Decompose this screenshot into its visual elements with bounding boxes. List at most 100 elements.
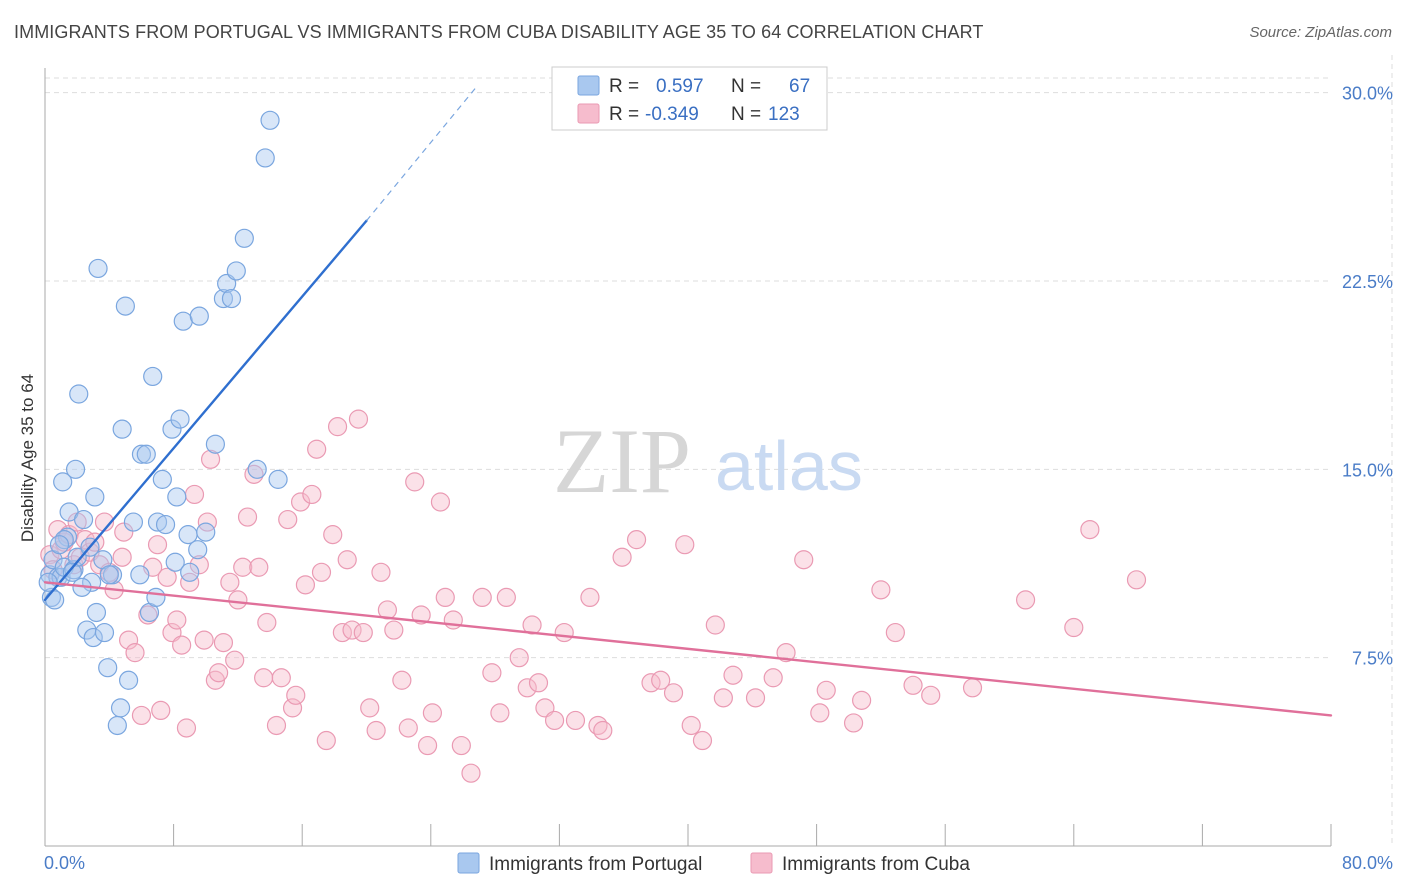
portugal-point-56 [234, 228, 254, 248]
legend-n-value-cuba: 123 [768, 104, 800, 125]
cuba-point-49 [271, 668, 291, 688]
chart-title: IMMIGRANTS FROM PORTUGAL VS IMMIGRANTS F… [14, 22, 984, 42]
cuba-point-62 [337, 550, 357, 570]
cuba-point-82 [472, 587, 492, 608]
cuba-point-52 [286, 685, 306, 705]
cuba-point-124 [1126, 570, 1147, 590]
cuba-point-98 [626, 530, 647, 550]
bottom-legend-swatch-cuba [750, 852, 773, 874]
portugal-point-33 [131, 444, 152, 464]
cuba-point-81 [461, 763, 481, 783]
portugal-point-20 [86, 602, 107, 623]
cuba-point-80 [451, 735, 471, 756]
portugal-point-36 [143, 366, 163, 387]
cuba-point-120 [962, 678, 983, 698]
cuba-point-24 [151, 700, 171, 721]
watermark-zip: ZIP [553, 410, 691, 512]
portugal-point-19 [85, 487, 105, 507]
legend-n-value-portugal: 67 [789, 76, 810, 97]
correlation-legend: R = 0.597 N = 67 R = -0.349 N = 123 [551, 66, 828, 131]
cuba-point-31 [184, 484, 205, 505]
cuba-point-108 [745, 688, 766, 708]
portugal-point-50 [196, 522, 216, 542]
cuba-point-91 [544, 710, 565, 731]
cuba-point-20 [131, 705, 152, 726]
portugal-point-48 [188, 540, 208, 560]
source-credit: Source: ZipAtlas.com [1249, 24, 1392, 41]
cuba-point-19 [125, 643, 145, 663]
portugal-point-58 [255, 148, 275, 168]
portugal-point-43 [167, 487, 187, 507]
portugal-point-7 [57, 527, 78, 547]
series-cuba-points [40, 409, 1147, 783]
cuba-point-118 [903, 675, 923, 695]
cuba-point-18 [118, 630, 139, 650]
cuba-point-87 [517, 678, 537, 698]
cuba-point-100 [651, 670, 671, 690]
legend-r-label-portugal: R = [609, 76, 639, 97]
cuba-point-71 [392, 670, 412, 690]
portugal-point-21 [88, 258, 108, 279]
cuba-point-75 [417, 735, 438, 756]
cuba-point-97 [612, 547, 632, 567]
cuba-point-111 [794, 550, 814, 570]
y-tick-label-0: 7.5% [1352, 649, 1393, 669]
cuba-point-17 [114, 522, 134, 542]
cuba-point-123 [1080, 519, 1100, 540]
cuba-point-54 [295, 575, 316, 595]
portugal-point-13 [69, 384, 89, 404]
portugal-point-32 [130, 565, 150, 585]
cuba-point-121 [1015, 590, 1036, 610]
portugal-point-23 [94, 622, 115, 643]
cuba-point-45 [249, 557, 269, 577]
portugal-point-11 [67, 547, 87, 567]
portugal-point-52 [213, 288, 234, 309]
bottom-legend-swatch-portugal [457, 852, 480, 874]
cuba-point-43 [237, 507, 258, 527]
cuba-point-37 [209, 663, 229, 683]
cuba-point-65 [353, 622, 373, 643]
portugal-point-47 [180, 562, 200, 582]
cuba-point-57 [311, 562, 332, 582]
portugal-point-39 [152, 469, 172, 489]
cuba-point-47 [257, 612, 277, 633]
cuba-point-73 [405, 472, 425, 492]
x-tick-label-max: 80.0% [1342, 853, 1393, 873]
cuba-point-58 [316, 730, 336, 751]
cuba-point-2 [48, 519, 68, 540]
cuba-point-113 [816, 680, 836, 700]
portugal-point-40 [155, 514, 176, 535]
cuba-point-94 [580, 587, 600, 608]
cuba-point-110 [776, 643, 796, 663]
cuba-point-93 [565, 710, 586, 731]
cuba-point-102 [675, 535, 695, 555]
y-tick-label-2: 22.5% [1342, 272, 1393, 292]
cuba-point-29 [176, 718, 197, 738]
portugal-point-27 [110, 698, 131, 718]
cuba-point-67 [366, 720, 386, 741]
cuba-point-12 [90, 555, 110, 575]
bottom-legend-label-portugal: Immigrants from Portugal [489, 854, 702, 875]
portugal-point-3 [45, 590, 65, 610]
portugal-point-41 [162, 419, 182, 439]
cuba-point-33 [194, 630, 214, 650]
cuba-point-114 [843, 713, 864, 733]
portugal-point-57 [247, 459, 267, 479]
cuba-point-46 [254, 668, 274, 688]
portugal-point-31 [123, 512, 144, 532]
cuba-point-35 [200, 449, 221, 469]
cuba-point-56 [307, 439, 327, 459]
portugal-point-8 [53, 472, 73, 492]
cuba-point-105 [705, 615, 725, 635]
cuba-point-106 [713, 688, 733, 708]
cuba-point-85 [496, 587, 516, 608]
cuba-point-34 [197, 512, 217, 532]
legend-n-label-cuba: N = [731, 104, 761, 125]
cuba-point-59 [323, 525, 343, 545]
cuba-point-30 [180, 572, 200, 592]
cuba-point-50 [278, 509, 298, 530]
series-legend: Immigrants from Portugal Immigrants from… [457, 852, 970, 875]
watermark: ZIP atlas [553, 410, 863, 512]
cuba-point-83 [482, 663, 502, 683]
